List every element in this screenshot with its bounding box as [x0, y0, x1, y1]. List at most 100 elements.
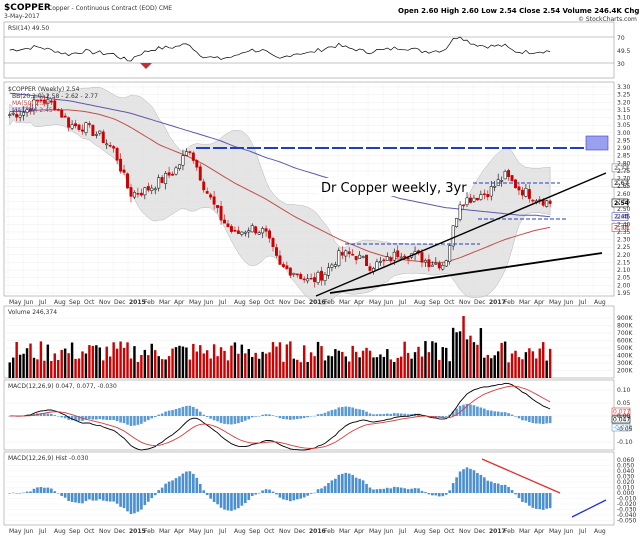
- macd-hist-bar: [392, 413, 396, 416]
- hist-bar: [282, 493, 285, 500]
- candle-body: [427, 259, 431, 268]
- price-tag-value: 2.45: [614, 214, 629, 221]
- macd-hist-bar: [375, 414, 379, 416]
- macd-hist-bar: [340, 406, 344, 416]
- x-tick-label: Apr: [174, 299, 185, 306]
- x-tick-label: Nov: [279, 299, 291, 306]
- candle-body: [167, 172, 171, 176]
- macd-hist-bar: [243, 416, 247, 421]
- macd-hist-bar: [285, 416, 289, 420]
- annotation-text: Dr Copper weekly, 3yr: [321, 181, 467, 196]
- volume-bar: [354, 351, 358, 378]
- x-tick-label: Sep: [249, 299, 261, 306]
- volume-bar: [358, 357, 361, 378]
- price-tick-label: 2.55: [617, 198, 631, 205]
- candle-body: [35, 99, 39, 102]
- hist-bar: [420, 490, 424, 493]
- hist-bar: [337, 474, 341, 493]
- volume-bar: [282, 361, 285, 378]
- macd-tag-value: 0.077: [613, 409, 630, 416]
- macd-hist-bar: [337, 407, 341, 416]
- candle-body: [299, 273, 303, 280]
- x-tick-label: Dec: [294, 299, 306, 306]
- hist-bar: [382, 488, 386, 493]
- candle-body: [548, 200, 552, 204]
- candle-body: [430, 264, 434, 267]
- macd-hist-bar: [112, 416, 115, 421]
- hist-bar: [514, 493, 517, 495]
- macd-hist-bar: [264, 414, 268, 416]
- macd-hist-bar: [43, 413, 46, 416]
- x-tick-label: Feb: [144, 528, 155, 535]
- hist-bar: [29, 491, 32, 493]
- volume-bar: [199, 345, 202, 378]
- volume-bar: [57, 360, 60, 378]
- volume-bar: [268, 352, 271, 378]
- x-tick-label: Apr: [354, 299, 365, 306]
- candle-body: [396, 250, 400, 257]
- x-tick-label: 2016: [309, 299, 326, 306]
- candle-body: [209, 194, 213, 198]
- candle-body: [39, 99, 43, 102]
- hist-bar: [115, 493, 119, 504]
- macd-hist-bar: [548, 416, 552, 424]
- volume-bar: [427, 352, 431, 378]
- x-tick-label: Mar: [339, 299, 351, 306]
- hist-bar: [129, 493, 133, 515]
- volume-bar: [254, 352, 257, 378]
- price-tag-value: 2.38: [614, 224, 629, 231]
- x-tick-label: Jul: [218, 299, 227, 306]
- hist-bar: [257, 492, 261, 494]
- hist-bar: [483, 477, 486, 493]
- price-tick-label: 2.85: [617, 153, 631, 160]
- candle-body: [507, 170, 511, 177]
- price-tick-label: 2.30: [617, 237, 631, 244]
- hist-bar: [254, 493, 258, 495]
- hist-bar: [174, 478, 178, 493]
- volume-bar: [126, 342, 129, 378]
- price-tag-box: [611, 212, 629, 221]
- candle-body: [389, 257, 393, 262]
- volume-bar: [486, 354, 490, 378]
- volume-bar: [337, 350, 341, 378]
- macd-hist-bar: [323, 412, 327, 416]
- volume-bar: [178, 345, 181, 378]
- candle-body: [420, 252, 424, 263]
- x-tick-label: Dec: [294, 528, 306, 535]
- macd-hist-bar: [493, 411, 497, 416]
- x-tick-label: Jun: [383, 299, 394, 306]
- hist-bar: [226, 493, 230, 511]
- volume-bar: [434, 342, 438, 378]
- volume-bar: [479, 328, 483, 378]
- price-tick-label: 2.10: [617, 267, 631, 274]
- volume-bar: [299, 362, 302, 378]
- volume-bar: [95, 345, 98, 378]
- macd-hist-bar: [164, 411, 167, 416]
- macd-hist-bar: [98, 416, 102, 419]
- hist-bar: [545, 493, 548, 509]
- candle-body: [53, 100, 57, 111]
- volume-bar: [147, 355, 150, 378]
- candle-body: [309, 277, 313, 280]
- volume-bar: [143, 349, 147, 378]
- macd-hist-bar: [233, 416, 237, 424]
- candle-body: [67, 117, 71, 128]
- volume-bar: [393, 361, 396, 378]
- candle-body: [184, 151, 188, 156]
- x-tick-label: Jun: [563, 528, 574, 535]
- price-tick-label: 2.60: [617, 191, 631, 198]
- hist-bar: [195, 477, 199, 493]
- macd-hist-bar: [330, 410, 334, 416]
- volume-bar: [88, 345, 91, 378]
- volume-bar: [441, 347, 444, 378]
- macd-hist-bar: [49, 413, 53, 416]
- hist-bar: [60, 493, 64, 496]
- macd-hist-bar: [275, 416, 278, 417]
- volume-bar: [386, 349, 389, 378]
- macd-hist-bar: [462, 404, 465, 416]
- macd-hist-bar: [507, 413, 510, 416]
- x-tick-label: 2015: [129, 528, 146, 535]
- price-tag-value: 2.54: [614, 200, 629, 207]
